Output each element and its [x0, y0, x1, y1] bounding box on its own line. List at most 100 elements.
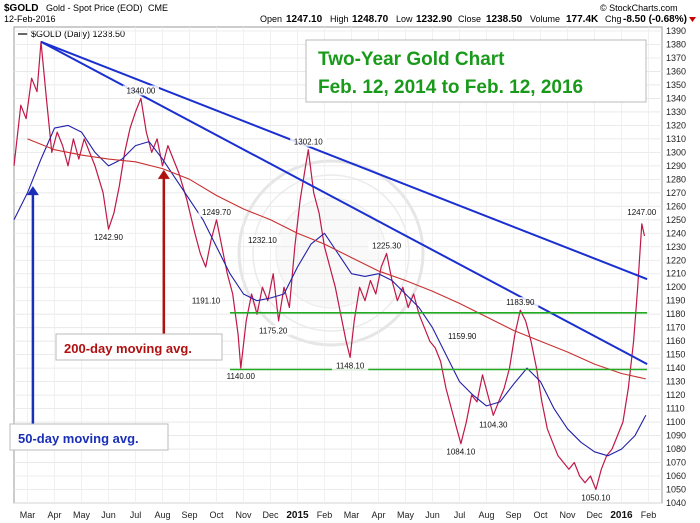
x-tick-label: Feb	[641, 510, 657, 520]
volume-key: Volume	[530, 14, 560, 24]
trend-lower-line	[40, 40, 648, 365]
high-value: 1248.70	[352, 14, 389, 25]
trend-and-support-lines	[40, 40, 648, 371]
x-tick-label: Dec	[262, 510, 279, 520]
symbol-label: $GOLD	[4, 3, 38, 14]
legend-price-label: $GOLD (Daily) 1238.50	[31, 29, 125, 39]
price-label-bg	[442, 446, 479, 457]
y-tick-label: 1040	[666, 498, 686, 508]
y-tick-label: 1370	[666, 53, 686, 63]
x-tick-label: Jun	[425, 510, 440, 520]
price-label-bg	[290, 136, 327, 147]
x-tick-label: Aug	[154, 510, 170, 520]
y-tick-label: 1070	[666, 458, 686, 468]
y-tick-label: 1130	[666, 377, 685, 387]
y-tick-label: 1240	[666, 228, 686, 238]
price-label: 1249.70	[202, 208, 231, 217]
y-tick-label: 1160	[666, 336, 685, 346]
x-tick-label: Nov	[235, 510, 252, 520]
price-label-bg	[255, 325, 292, 336]
x-tick-label: Apr	[371, 510, 385, 520]
price-label: 1232.10	[248, 236, 277, 245]
chart-title-box	[305, 39, 647, 103]
low-value: 1232.90	[416, 14, 453, 25]
x-tick-label: May	[73, 510, 91, 520]
y-tick-label: 1170	[666, 323, 685, 333]
y-tick-label: 1200	[666, 282, 686, 292]
series-group	[13, 41, 647, 491]
ma50-label: 50-day moving avg.	[18, 431, 139, 446]
price-label: 1242.90	[94, 233, 123, 242]
x-tick-label: May	[397, 510, 415, 520]
price-label-bg	[444, 330, 481, 341]
price-label-bg	[198, 206, 235, 217]
y-tick-label: 1360	[666, 66, 686, 76]
y-tick-label: 1100	[666, 417, 685, 427]
y-tick-label: 1190	[666, 296, 685, 306]
price-label-bg	[623, 206, 660, 217]
y-tick-label: 1310	[666, 134, 686, 144]
y-tick-label: 1060	[666, 471, 686, 481]
price-label: 1148.10	[336, 361, 365, 370]
exchange-label: CME	[148, 3, 168, 13]
ma200-arrowhead-icon	[157, 169, 170, 179]
price-label-bg	[502, 297, 539, 308]
volume-value: 177.4K	[566, 14, 599, 25]
ma50-arrowhead-icon	[26, 186, 39, 196]
price-label: 1104.30	[479, 421, 508, 430]
price-label: 1159.90	[448, 332, 477, 341]
y-tick-label: 1350	[666, 80, 686, 90]
x-tick-label: Jul	[454, 510, 466, 520]
chg-down-arrow-icon	[689, 17, 696, 22]
price-label: 1050.10	[581, 494, 610, 503]
price-label-bg	[122, 85, 159, 96]
price-label-bg	[222, 371, 259, 382]
x-tick-label: Jun	[101, 510, 116, 520]
chart-subtitle: Feb. 12, 2014 to Feb. 12, 2016	[318, 77, 583, 98]
x-tick-label: Nov	[559, 510, 576, 520]
x-tick-label: Apr	[47, 510, 61, 520]
y-tick-label: 1110	[666, 404, 685, 414]
y-tick-label: 1180	[666, 309, 685, 319]
price-label: 1225.30	[372, 242, 401, 251]
x-tick-label: Sep	[181, 510, 197, 520]
x-tick-label: Aug	[478, 510, 494, 520]
y-tick-label: 1320	[666, 120, 686, 130]
x-tick-label: Jul	[130, 510, 142, 520]
x-tick-label: 2015	[286, 510, 309, 521]
y-tick-label: 1050	[666, 485, 686, 495]
y-tick-label: 1290	[666, 161, 686, 171]
y-tick-label: 1390	[666, 26, 686, 36]
date-label: 12-Feb-2016	[4, 14, 56, 24]
price-label: 1340.00	[126, 86, 155, 95]
y-tick-label: 1380	[666, 39, 686, 49]
price-label-bg	[475, 419, 512, 430]
series-ma200-line	[27, 138, 646, 380]
price-label-bg	[368, 240, 405, 251]
price-label: 1302.10	[294, 138, 323, 147]
y-tick-label: 1080	[666, 444, 686, 454]
high-key: High	[330, 14, 349, 24]
close-value: 1238.50	[486, 14, 523, 25]
x-tick-label: Mar	[344, 510, 360, 520]
chg-value: -8.50 (-0.68%)	[623, 14, 687, 25]
price-label: 1191.10	[192, 297, 221, 306]
y-tick-label: 1120	[666, 390, 685, 400]
y-tick-label: 1280	[666, 174, 686, 184]
x-tick-label: Feb	[317, 510, 333, 520]
trend-upper-line	[40, 40, 648, 281]
ma200-label: 200-day moving avg.	[64, 341, 192, 356]
x-tick-label: Oct	[533, 510, 548, 520]
x-tick-label: Sep	[505, 510, 521, 520]
y-tick-label: 1330	[666, 107, 686, 117]
price-label-bg	[90, 232, 127, 243]
x-axis-ticks: Mar Apr May Jun Jul Aug Sep Oct Nov Dec 2015 Feb Mar…	[20, 510, 657, 521]
y-tick-label: 1300	[666, 147, 686, 157]
open-key: Open	[260, 14, 282, 24]
price-label: 1247.00	[627, 208, 656, 217]
y-tick-label: 1340	[666, 93, 686, 103]
close-key: Close	[458, 14, 481, 24]
price-label-bg	[577, 492, 614, 503]
